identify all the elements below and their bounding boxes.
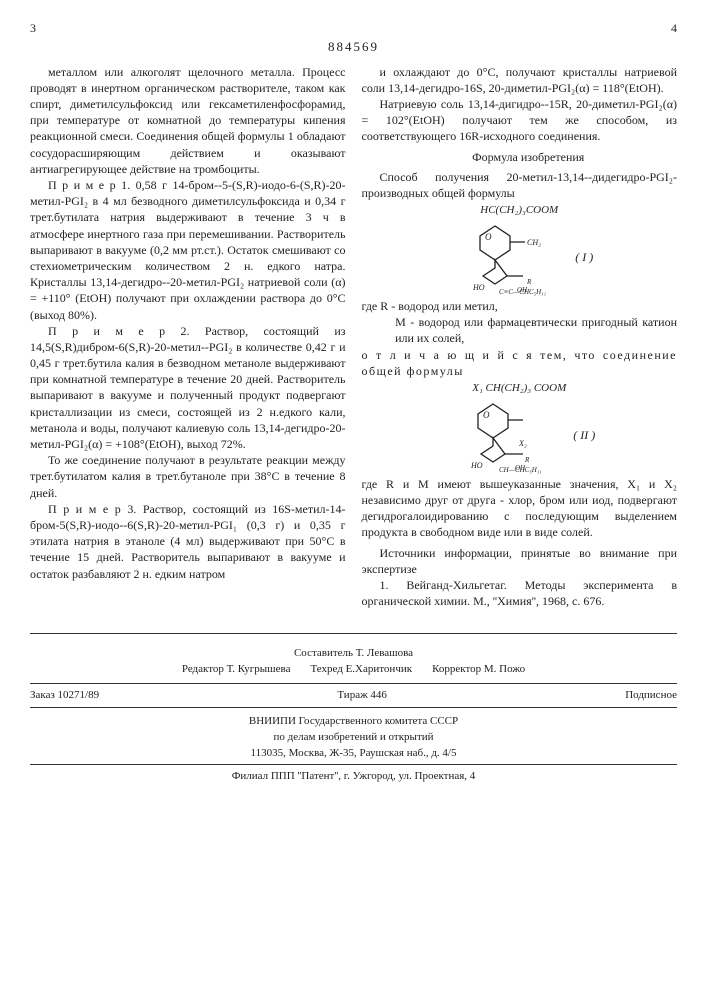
footer: Составитель Т. Левашова Редактор Т. Кугр…: [30, 646, 677, 784]
org-line: по делам изобретений и открытий: [30, 730, 677, 745]
corrector: Корректор М. Пожо: [432, 662, 525, 677]
tech-editor: Техред Е.Харитончик: [310, 662, 412, 677]
para: Натриевую соль 13,14-дигидро--15R, 20-ди…: [362, 96, 678, 145]
svg-text:HO: HO: [470, 461, 483, 470]
svg-text:X₂: X₂: [518, 439, 527, 448]
formula-text: HC(CH₂)₃COOM: [362, 203, 678, 218]
claim-title: Формула изобретения: [362, 149, 678, 165]
formula-label: ( II ): [573, 427, 595, 443]
svg-text:R: R: [524, 456, 530, 464]
structure-diagram-icon: O HO X₂ CH—CHC₅H₁₁ R OH: [443, 396, 563, 474]
svg-text:R: R: [526, 278, 532, 286]
tirage: Тираж 446: [337, 688, 387, 703]
editor: Редактор Т. Кугрышева: [182, 662, 291, 677]
left-column: металлом или алкоголят щелочного металла…: [30, 64, 346, 610]
right-column: и охлаждают до 0°С, получают кристаллы н…: [362, 64, 678, 610]
svg-text:O: O: [485, 232, 492, 242]
structure-diagram-icon: O CH₂ HO C≡C—CHC₅H₁₁ R OH: [445, 218, 565, 296]
para: и охлаждают до 0°С, получают кристаллы н…: [362, 64, 678, 96]
compiler: Составитель Т. Левашова: [30, 646, 677, 661]
sources-title: Источники информации, принятые во вниман…: [362, 545, 678, 577]
para: То же соединение получают в результате р…: [30, 452, 346, 501]
order-row: Заказ 10271/89 Тираж 446 Подписное: [30, 683, 677, 708]
page-numbers: 3 4: [30, 20, 677, 36]
page-right: 4: [671, 20, 677, 36]
example-3: П р и м е р 3. Раствор, состоящий из 16S…: [30, 501, 346, 582]
svg-text:OH: OH: [515, 464, 526, 472]
patent-number: 884569: [30, 38, 677, 56]
page-left: 3: [30, 20, 36, 36]
formula-label: ( I ): [575, 249, 593, 265]
svg-text:CH₂: CH₂: [527, 238, 541, 247]
formula-2: X₁ CH(CH₂)₃ COOM O HO X₂ CH—CHC₅H₁₁ R OH: [362, 381, 678, 474]
claim-text: Способ получения 20-метил-13,14--дидегид…: [362, 169, 678, 201]
org-line: ВНИИПИ Государственного комитета СССР: [30, 714, 677, 729]
where-m: M - водород или фармацевтически пригодны…: [362, 314, 678, 346]
signed: Подписное: [625, 688, 677, 703]
order-number: Заказ 10271/89: [30, 688, 99, 703]
svg-text:HO: HO: [472, 283, 485, 292]
where-2: где R и M имеют вышеуказанные значения, …: [362, 476, 678, 541]
distinguishing: о т л и ч а ю щ и й с я тем, что соедине…: [362, 347, 678, 379]
svg-text:OH: OH: [517, 286, 528, 294]
formula-text: X₁ CH(CH₂)₃ COOM: [362, 381, 678, 396]
formula-1: HC(CH₂)₃COOM O CH₂ HO C≡C—CHC₅H₁₁ R OH (…: [362, 203, 678, 296]
example-2: П р и м е р 2. Раствор, состоящий из 14,…: [30, 323, 346, 453]
example-1: П р и м е р 1. 0,58 г 14-бром--5-(S,R)-и…: [30, 177, 346, 323]
footer-row: Редактор Т. Кугрышева Техред Е.Харитончи…: [30, 662, 677, 677]
svg-text:O: O: [483, 410, 490, 420]
text-columns: металлом или алкоголят щелочного металла…: [30, 64, 677, 610]
para: металлом или алкоголят щелочного металла…: [30, 64, 346, 177]
where-r: где R - водород или метил,: [362, 298, 678, 314]
separator: [30, 633, 677, 634]
branch: Филиал ППП ''Патент'', г. Ужгород, ул. П…: [30, 769, 677, 784]
source-1: 1. Вейганд-Хильгетаг. Методы эксперимент…: [362, 577, 678, 609]
address: 113035, Москва, Ж-35, Раушская наб., д. …: [30, 746, 677, 766]
